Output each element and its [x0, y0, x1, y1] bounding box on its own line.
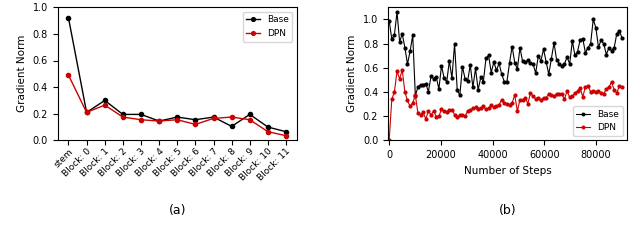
DPN [419, 111, 427, 114]
DPN [264, 130, 272, 133]
DPN [550, 95, 558, 98]
Base [191, 118, 199, 121]
X-axis label: Number of Steps: Number of Steps [463, 166, 552, 176]
Base [385, 19, 393, 22]
Line: DPN: DPN [67, 73, 288, 138]
DPN [156, 120, 163, 122]
Base [618, 37, 626, 39]
Legend: Base, DPN: Base, DPN [243, 12, 292, 42]
DPN [119, 116, 127, 119]
Base [282, 130, 290, 133]
DPN [399, 69, 406, 72]
DPN [246, 118, 253, 121]
Base [613, 32, 621, 35]
DPN [228, 116, 236, 119]
Base [412, 94, 419, 97]
Base [246, 113, 253, 116]
DPN [191, 123, 199, 126]
Line: DPN: DPN [388, 69, 623, 142]
Text: (a): (a) [168, 204, 186, 217]
Base [461, 77, 469, 80]
DPN [173, 118, 181, 121]
DPN [385, 139, 393, 142]
Base [393, 11, 401, 14]
DPN [459, 114, 467, 117]
DPN [210, 117, 218, 120]
Base [228, 125, 236, 128]
Base [83, 111, 90, 114]
Y-axis label: Gradient Norm: Gradient Norm [348, 35, 357, 113]
Y-axis label: Gradient Norm: Gradient Norm [17, 35, 27, 113]
Text: (b): (b) [499, 204, 516, 217]
DPN [582, 85, 589, 88]
DPN [611, 89, 618, 91]
Line: Base: Base [388, 11, 623, 97]
Base [156, 120, 163, 122]
DPN [587, 91, 595, 93]
Base [210, 116, 218, 119]
DPN [282, 134, 290, 137]
DPN [618, 86, 626, 89]
Base [173, 116, 181, 119]
Base [422, 82, 429, 85]
Base [101, 99, 109, 102]
Base [584, 46, 592, 49]
Legend: Base, DPN: Base, DPN [573, 106, 623, 136]
DPN [101, 104, 109, 106]
Base [553, 59, 561, 61]
Base [65, 16, 72, 19]
DPN [83, 111, 90, 114]
Line: Base: Base [67, 16, 288, 134]
Base [119, 113, 127, 116]
Base [137, 113, 145, 116]
Base [264, 126, 272, 129]
DPN [65, 74, 72, 77]
Base [589, 18, 597, 21]
DPN [137, 118, 145, 121]
